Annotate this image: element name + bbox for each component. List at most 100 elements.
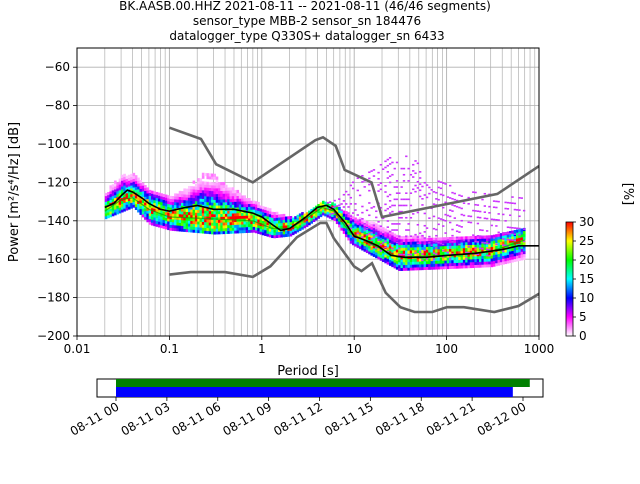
psd-heatmap-cell xyxy=(377,253,381,257)
psd-heatmap-cell xyxy=(183,199,186,204)
psd-heatmap-cell xyxy=(234,204,237,208)
psd-heatmap-sparse-cell xyxy=(504,232,507,234)
psd-heatmap-cell xyxy=(472,250,475,254)
psd-heatmap-cell xyxy=(151,196,154,200)
psd-heatmap-cell xyxy=(326,208,330,212)
psd-heatmap-sparse-cell xyxy=(442,194,445,197)
psd-heatmap-cell xyxy=(414,261,417,265)
psd-heatmap-cell xyxy=(134,186,138,190)
psd-heatmap-sparse-cell xyxy=(511,202,514,205)
psd-heatmap-cell xyxy=(174,225,177,229)
psd-heatmap-cell xyxy=(365,235,369,239)
psd-heatmap-cell xyxy=(492,246,496,250)
psd-heatmap-cell xyxy=(261,206,265,210)
psd-heatmap-cell xyxy=(335,218,339,222)
psd-heatmap-cell xyxy=(287,222,290,226)
psd-heatmap-cell xyxy=(398,236,401,240)
psd-heatmap-cell xyxy=(250,223,253,227)
psd-heatmap-cell xyxy=(275,231,279,236)
psd-heatmap-cell xyxy=(213,176,216,180)
psd-heatmap-sparse-cell xyxy=(395,223,399,225)
psd-heatmap-sparse-cell xyxy=(458,243,461,246)
psd-heatmap-cell xyxy=(405,267,408,271)
psd-heatmap-cell xyxy=(418,235,422,239)
psd-heatmap-sparse-cell xyxy=(421,253,424,255)
psd-heatmap-cell xyxy=(241,221,244,225)
psd-heatmap-sparse-cell xyxy=(444,219,447,222)
psd-heatmap-cell xyxy=(490,255,494,259)
psd-heatmap-cell xyxy=(428,243,431,247)
psd-heatmap-sparse-cell xyxy=(467,239,470,242)
psd-heatmap-cell xyxy=(416,244,420,248)
psd-heatmap-cell xyxy=(520,237,524,241)
psd-heatmap-cell xyxy=(243,221,247,225)
psd-heatmap-cell xyxy=(511,230,514,234)
psd-heatmap-cell xyxy=(402,238,406,243)
psd-heatmap-cell xyxy=(488,258,491,262)
psd-heatmap-cell xyxy=(502,232,505,236)
psd-heatmap-sparse-cell xyxy=(363,229,366,231)
colorbar-tick-label: 0 xyxy=(579,329,587,343)
psd-heatmap-cell xyxy=(382,244,385,248)
timeline-tick-label: 08-11 09 xyxy=(220,399,274,438)
psd-heatmap-cell xyxy=(192,200,196,204)
psd-heatmap-cell xyxy=(104,195,108,200)
psd-heatmap-cell xyxy=(377,227,381,231)
psd-heatmap-cell xyxy=(185,194,189,198)
psd-heatmap-cell xyxy=(303,225,307,229)
psd-heatmap-cell xyxy=(377,247,381,251)
psd-heatmap-cell xyxy=(197,209,200,213)
psd-heatmap-cell xyxy=(201,221,205,225)
psd-heatmap-cell xyxy=(139,211,143,215)
psd-heatmap-cell xyxy=(250,206,253,210)
psd-heatmap-cell xyxy=(294,224,297,228)
psd-heatmap-cell xyxy=(479,241,482,245)
psd-heatmap-cell xyxy=(238,192,242,196)
psd-heatmap-cell xyxy=(462,259,466,263)
psd-heatmap-cell xyxy=(174,193,177,197)
psd-heatmap-cell xyxy=(199,207,203,211)
psd-heatmap-cell xyxy=(139,188,143,192)
psd-heatmap-cell xyxy=(278,225,281,230)
psd-heatmap-cell xyxy=(234,227,237,231)
psd-heatmap-cell xyxy=(197,215,200,219)
psd-heatmap-cell xyxy=(227,196,230,200)
psd-heatmap-cell xyxy=(229,230,233,234)
psd-heatmap-cell xyxy=(446,237,450,241)
psd-heatmap-cell xyxy=(107,200,110,204)
psd-heatmap-sparse-cell xyxy=(428,241,431,244)
psd-heatmap-cell xyxy=(185,220,189,224)
psd-heatmap-cell xyxy=(178,190,182,195)
psd-heatmap-sparse-cell xyxy=(328,207,332,210)
psd-heatmap-cell xyxy=(370,249,374,253)
psd-heatmap-cell xyxy=(261,209,265,213)
psd-heatmap-cell xyxy=(123,202,126,206)
psd-heatmap-cell xyxy=(208,210,212,214)
psd-heatmap-cell xyxy=(199,186,203,191)
psd-heatmap-cell xyxy=(132,181,136,185)
psd-heatmap-cell xyxy=(402,235,406,240)
psd-heatmap-cell xyxy=(388,262,392,266)
psd-heatmap-sparse-cell xyxy=(379,225,383,228)
psd-heatmap-cell xyxy=(439,266,443,270)
psd-heatmap-cell xyxy=(155,191,159,196)
psd-heatmap-sparse-cell xyxy=(497,231,500,234)
psd-heatmap-cell xyxy=(492,237,496,241)
psd-heatmap-sparse-cell xyxy=(522,209,526,212)
psd-heatmap-cell xyxy=(347,234,350,238)
psd-heatmap-cell xyxy=(199,209,203,214)
psd-heatmap-cell xyxy=(227,230,230,234)
psd-heatmap-sparse-cell xyxy=(502,238,505,240)
psd-heatmap-cell xyxy=(178,211,182,215)
psd-heatmap-cell xyxy=(425,243,429,247)
psd-heatmap-cell xyxy=(405,247,408,251)
psd-heatmap-cell xyxy=(455,262,459,266)
psd-heatmap-cell xyxy=(125,178,129,182)
psd-heatmap-cell xyxy=(204,210,207,214)
psd-heatmap-cell xyxy=(111,198,115,202)
psd-heatmap-cell xyxy=(169,204,173,208)
psd-heatmap-cell xyxy=(218,196,221,200)
psd-heatmap-cell xyxy=(123,185,126,189)
psd-heatmap-sparse-cell xyxy=(518,215,521,218)
psd-heatmap-cell xyxy=(250,212,253,216)
